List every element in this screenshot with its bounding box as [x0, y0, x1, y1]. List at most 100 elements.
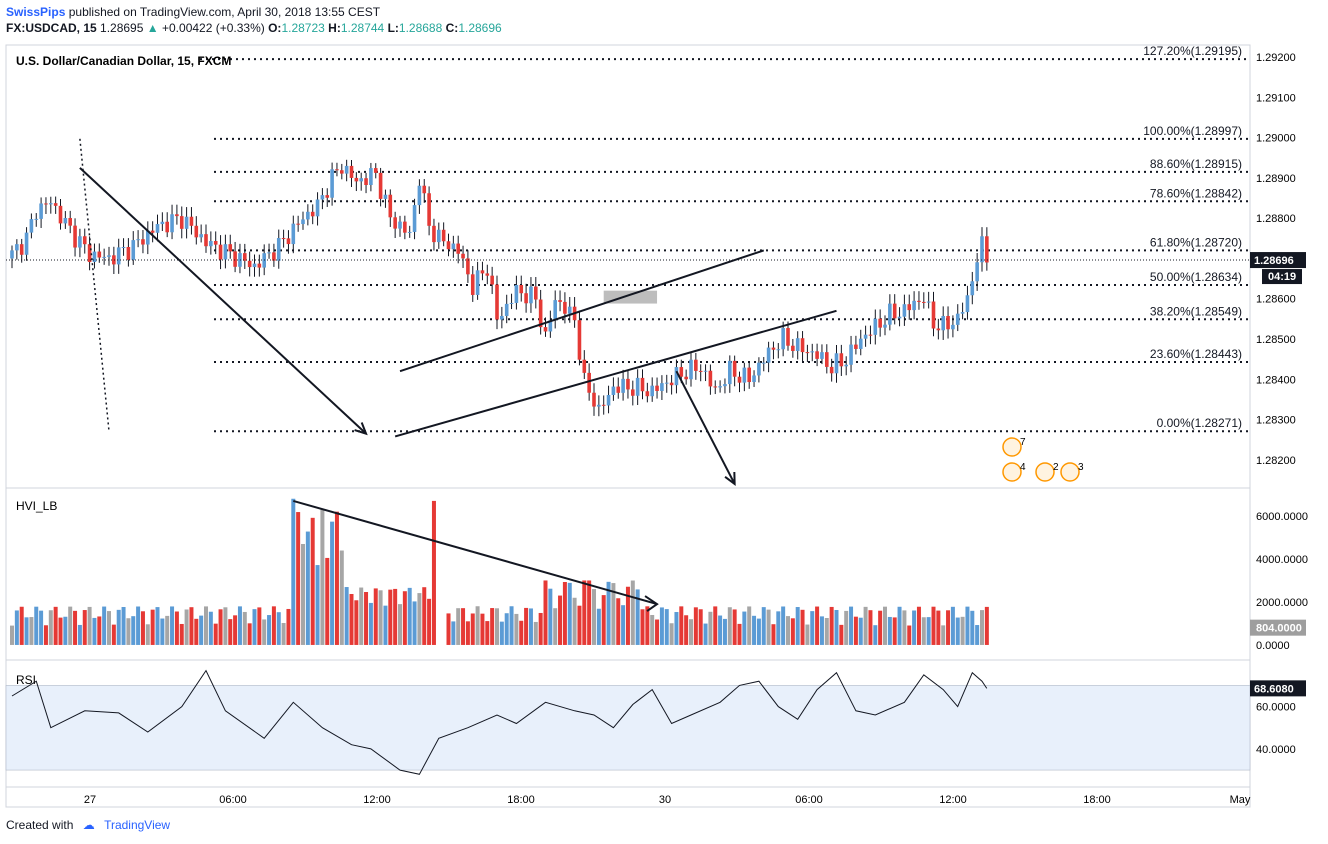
candle-body	[674, 367, 679, 386]
volume-bar	[621, 605, 626, 645]
volume-bar	[916, 606, 921, 645]
volume-bar	[359, 587, 364, 645]
main-chart-title: U.S. Dollar/Canadian Dollar, 15, FXCM	[16, 54, 231, 68]
candle-body	[383, 194, 388, 199]
price-tick-label: 1.28900	[1256, 173, 1296, 185]
volume-bar	[616, 598, 621, 645]
event-badges[interactable]: 7 4 2 3	[1002, 437, 1084, 482]
candle-body	[281, 238, 286, 240]
volume-bar	[926, 617, 931, 645]
candle-body	[519, 284, 524, 294]
high-label: H:	[328, 21, 341, 35]
candle-body	[926, 301, 931, 303]
fib-label: 88.60%(1.28915)	[1150, 157, 1242, 171]
candle-body	[10, 250, 14, 259]
volume-bar	[659, 607, 664, 645]
volume-bar	[276, 612, 281, 645]
volume-bar	[262, 619, 267, 645]
candle-body	[340, 170, 344, 174]
candle-body	[437, 229, 441, 243]
rsi-band	[5, 685, 1251, 771]
volume-bar	[87, 606, 92, 645]
price-tick-label: 1.28200	[1256, 455, 1296, 467]
time-tick-label: 18:00	[507, 794, 535, 806]
tradingview-logo-icon[interactable]: ☁	[82, 818, 95, 832]
volume-bar	[655, 619, 660, 645]
close-value: 1.28696	[458, 21, 502, 35]
candle-body	[897, 316, 902, 319]
candle-body	[820, 352, 824, 359]
candle-body	[233, 251, 237, 267]
volume-bar	[223, 607, 228, 645]
candle-body	[107, 255, 111, 257]
price-change: +0.00422 (+0.33%)	[162, 21, 265, 35]
candle-body	[640, 377, 645, 392]
volume-bar	[189, 607, 194, 645]
time-tick-label: 30	[659, 794, 671, 806]
candle-body	[243, 253, 247, 261]
candle-body	[461, 253, 465, 259]
tradingview-link[interactable]: TradingView	[104, 818, 171, 832]
candle-body	[441, 229, 446, 242]
volume-bar	[567, 582, 572, 645]
volume-bar	[19, 606, 24, 645]
volume-bar	[519, 620, 524, 645]
close-label: C:	[445, 21, 459, 35]
price-tick-label: 1.28400	[1256, 374, 1296, 386]
candle-body	[490, 275, 494, 285]
candle-body	[965, 295, 970, 313]
candle-body	[29, 219, 34, 233]
volume-bar	[674, 612, 679, 645]
volume-bar	[155, 607, 160, 645]
volume-bar	[790, 618, 795, 645]
candle-body	[315, 199, 320, 217]
candle-body	[951, 324, 955, 330]
candle-body	[563, 301, 567, 314]
volume-bar	[592, 589, 596, 645]
author-link[interactable]: SwissPips	[6, 5, 66, 19]
volume-bar	[29, 617, 34, 645]
volume-bar	[267, 615, 272, 645]
volume-bar	[199, 615, 204, 645]
volume-bar	[499, 621, 504, 645]
candle-body	[218, 244, 223, 260]
candle-body	[199, 234, 203, 238]
candle-body	[131, 240, 136, 260]
volume-tick-label: 2000.0000	[1256, 597, 1308, 609]
volume-bar	[737, 623, 742, 645]
volume-bar	[150, 609, 155, 645]
volume-bar	[334, 511, 339, 645]
candle-body	[500, 315, 504, 320]
candle-body	[732, 360, 737, 377]
volume-bar	[339, 550, 344, 645]
volume-bar	[611, 583, 616, 645]
candle-body	[752, 375, 756, 383]
candle-body	[912, 300, 916, 311]
volume-bar	[368, 602, 373, 645]
volume-bar	[145, 624, 150, 645]
candle-body	[761, 362, 766, 364]
volume-bar	[412, 601, 417, 645]
candle-body	[606, 394, 611, 406]
downtrend-arrow	[79, 167, 367, 435]
candle-body	[189, 216, 194, 226]
volume-bar	[975, 625, 980, 645]
volume-bar	[747, 606, 752, 645]
fib-anchor-line	[79, 138, 110, 432]
volume-bar	[14, 610, 19, 645]
candle-body	[92, 251, 97, 263]
candle-body	[543, 327, 548, 332]
volume-bar	[364, 592, 369, 645]
flag-event-icon	[1002, 462, 1022, 482]
volume-bar	[689, 619, 693, 645]
volume-bar	[92, 617, 97, 645]
drawings[interactable]	[79, 138, 837, 612]
volume-bar	[461, 608, 466, 645]
candle-body	[936, 328, 941, 331]
resistance-box	[603, 290, 658, 304]
volume-bar	[77, 624, 82, 645]
volume-bar	[43, 625, 48, 645]
candle-body	[694, 359, 698, 371]
fib-label: 23.60%(1.28443)	[1150, 347, 1242, 361]
